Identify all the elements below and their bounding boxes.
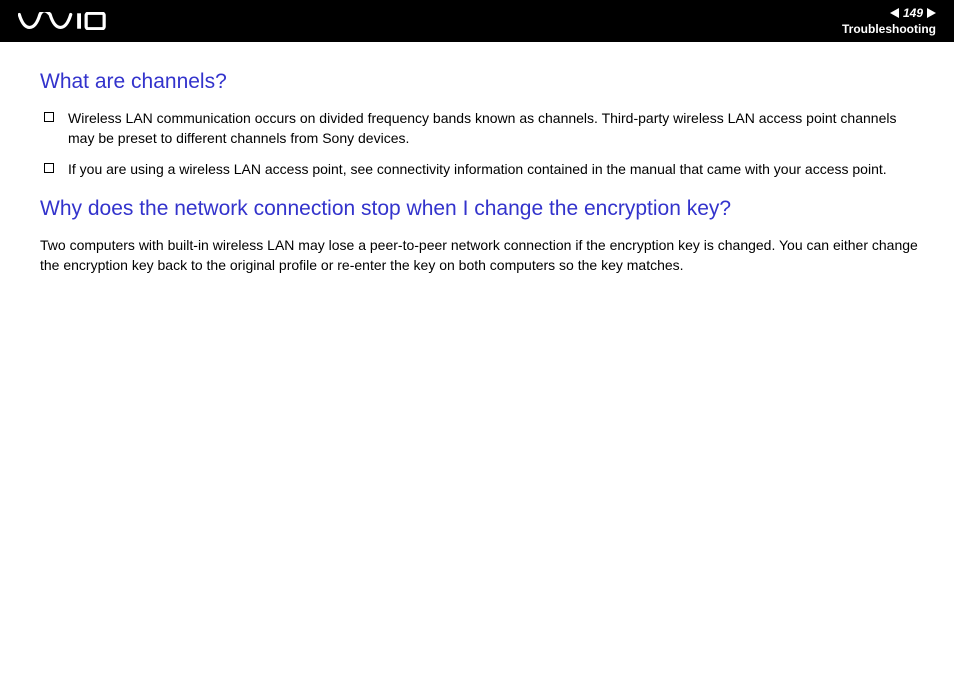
- list-item: Wireless LAN communication occurs on div…: [40, 108, 918, 149]
- bullet-text: If you are using a wireless LAN access p…: [68, 159, 887, 179]
- bullet-box-icon: [44, 112, 54, 122]
- list-item: If you are using a wireless LAN access p…: [40, 159, 918, 179]
- vaio-logo: [18, 9, 108, 33]
- bullet-list: Wireless LAN communication occurs on div…: [40, 108, 918, 179]
- header-right: 149 Troubleshooting: [842, 6, 936, 36]
- body-paragraph: Two computers with built-in wireless LAN…: [40, 235, 918, 276]
- nav-arrow-right-icon[interactable]: [927, 8, 936, 18]
- bullet-box-icon: [44, 163, 54, 173]
- heading-encryption: Why does the network connection stop whe…: [40, 197, 918, 221]
- page-navigation: 149: [890, 6, 936, 20]
- heading-channels: What are channels?: [40, 70, 918, 94]
- content-area: What are channels? Wireless LAN communic…: [0, 42, 954, 275]
- section-label: Troubleshooting: [842, 22, 936, 36]
- page-number: 149: [903, 6, 923, 20]
- header-bar: 149 Troubleshooting: [0, 0, 954, 42]
- bullet-text: Wireless LAN communication occurs on div…: [68, 108, 918, 149]
- nav-arrow-left-icon[interactable]: [890, 8, 899, 18]
